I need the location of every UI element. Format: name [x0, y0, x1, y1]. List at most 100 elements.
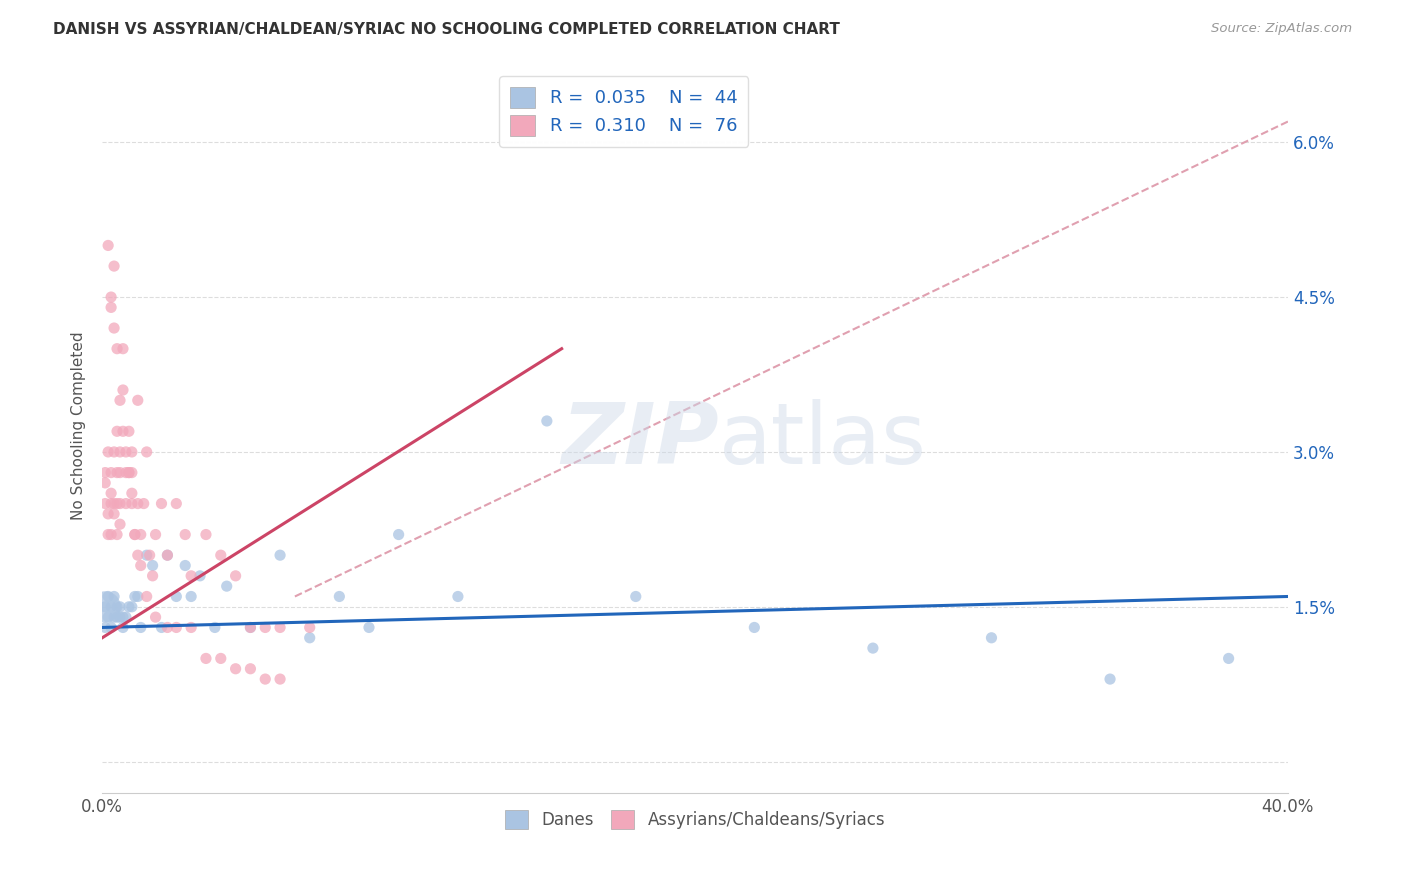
- Point: [94, 620, 117, 634]
- Point: [118, 466, 141, 480]
- Point: [111, 425, 134, 439]
- Point: [108, 466, 131, 480]
- Point: [204, 620, 226, 634]
- Point: [135, 590, 157, 604]
- Point: [97, 445, 120, 459]
- Point: [121, 497, 143, 511]
- Point: [980, 631, 1002, 645]
- Point: [103, 259, 125, 273]
- Point: [165, 497, 187, 511]
- Point: [121, 599, 143, 614]
- Point: [103, 497, 125, 511]
- Point: [94, 497, 117, 511]
- Point: [118, 599, 141, 614]
- Point: [298, 631, 321, 645]
- Text: ZIP: ZIP: [561, 400, 718, 483]
- Point: [142, 569, 165, 583]
- Point: [108, 445, 131, 459]
- Point: [150, 620, 173, 634]
- Point: [135, 445, 157, 459]
- Point: [97, 590, 120, 604]
- Point: [298, 620, 321, 634]
- Point: [215, 579, 238, 593]
- Point: [124, 590, 146, 604]
- Point: [239, 620, 262, 634]
- Point: [108, 497, 131, 511]
- Point: [97, 238, 120, 252]
- Point: [127, 393, 149, 408]
- Point: [150, 497, 173, 511]
- Point: [254, 672, 277, 686]
- Point: [1218, 651, 1240, 665]
- Text: Source: ZipAtlas.com: Source: ZipAtlas.com: [1212, 22, 1353, 36]
- Point: [115, 466, 138, 480]
- Text: DANISH VS ASSYRIAN/CHALDEAN/SYRIAC NO SCHOOLING COMPLETED CORRELATION CHART: DANISH VS ASSYRIAN/CHALDEAN/SYRIAC NO SC…: [53, 22, 841, 37]
- Point: [94, 466, 117, 480]
- Point: [100, 620, 122, 634]
- Point: [135, 548, 157, 562]
- Point: [127, 590, 149, 604]
- Point: [103, 590, 125, 604]
- Point: [94, 599, 117, 614]
- Point: [127, 497, 149, 511]
- Point: [105, 342, 128, 356]
- Point: [142, 558, 165, 573]
- Point: [111, 610, 134, 624]
- Point: [156, 548, 179, 562]
- Point: [100, 301, 122, 315]
- Point: [121, 445, 143, 459]
- Point: [357, 620, 380, 634]
- Point: [180, 590, 202, 604]
- Point: [129, 527, 152, 541]
- Point: [165, 620, 187, 634]
- Point: [100, 527, 122, 541]
- Point: [124, 527, 146, 541]
- Point: [97, 507, 120, 521]
- Point: [105, 599, 128, 614]
- Point: [145, 610, 167, 624]
- Point: [94, 475, 117, 490]
- Point: [100, 497, 122, 511]
- Point: [156, 548, 179, 562]
- Point: [100, 466, 122, 480]
- Point: [180, 620, 202, 634]
- Point: [624, 590, 647, 604]
- Point: [103, 321, 125, 335]
- Point: [94, 599, 117, 614]
- Point: [115, 497, 138, 511]
- Point: [100, 599, 122, 614]
- Point: [132, 497, 155, 511]
- Point: [111, 383, 134, 397]
- Point: [105, 497, 128, 511]
- Y-axis label: No Schooling Completed: No Schooling Completed: [72, 332, 86, 520]
- Point: [118, 466, 141, 480]
- Point: [97, 610, 120, 624]
- Point: [124, 527, 146, 541]
- Point: [108, 517, 131, 532]
- Point: [447, 590, 470, 604]
- Point: [103, 610, 125, 624]
- Point: [100, 486, 122, 500]
- Point: [744, 620, 766, 634]
- Point: [145, 527, 167, 541]
- Text: atlas: atlas: [718, 400, 927, 483]
- Point: [115, 445, 138, 459]
- Point: [174, 527, 197, 541]
- Point: [225, 662, 247, 676]
- Point: [118, 425, 141, 439]
- Point: [188, 569, 211, 583]
- Point: [121, 466, 143, 480]
- Point: [105, 466, 128, 480]
- Point: [180, 569, 202, 583]
- Point: [174, 558, 197, 573]
- Point: [156, 620, 179, 634]
- Point: [105, 425, 128, 439]
- Point: [108, 610, 131, 624]
- Point: [97, 527, 120, 541]
- Point: [105, 527, 128, 541]
- Point: [388, 527, 411, 541]
- Point: [111, 620, 134, 634]
- Point: [103, 445, 125, 459]
- Point: [103, 507, 125, 521]
- Point: [108, 599, 131, 614]
